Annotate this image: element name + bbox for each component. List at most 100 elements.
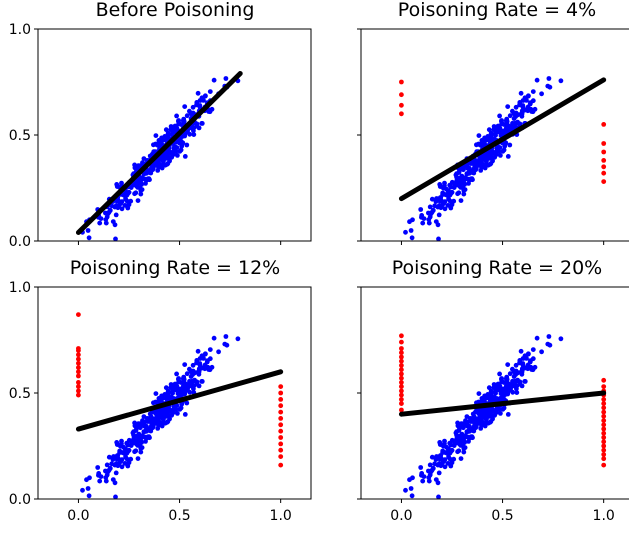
clean-point — [403, 487, 408, 493]
clean-point — [442, 180, 447, 186]
clean-point — [418, 207, 424, 212]
clean-point — [461, 446, 467, 451]
poison-point — [601, 443, 607, 449]
clean-point — [170, 384, 176, 390]
clean-point — [461, 188, 467, 193]
clean-point — [107, 465, 113, 471]
poison-point — [76, 365, 81, 370]
clean-point — [103, 220, 109, 226]
clean-point — [475, 421, 481, 426]
clean-point — [466, 439, 471, 444]
clean-point — [499, 120, 505, 126]
clean-point — [503, 118, 509, 124]
clean-point — [430, 207, 436, 213]
clean-point — [182, 362, 188, 367]
clean-point — [138, 188, 144, 193]
clean-point — [207, 89, 213, 94]
clean-point — [132, 420, 138, 426]
clean-point — [143, 181, 148, 186]
poison-point — [76, 360, 81, 366]
clean-point — [191, 132, 197, 138]
clean-point — [158, 407, 164, 413]
subplot-rate-20: Poisoning Rate = 20% 0.0 0.5 1.0 — [357, 257, 629, 524]
clean-points — [80, 334, 241, 500]
clean-point — [151, 149, 157, 155]
clean-point — [135, 456, 141, 461]
clean-point — [510, 366, 515, 372]
clean-point — [235, 336, 241, 342]
clean-point — [153, 391, 159, 396]
clean-point — [447, 450, 453, 456]
clean-point — [182, 132, 188, 137]
clean-point — [521, 108, 527, 113]
poison-point — [601, 409, 607, 415]
clean-point — [114, 199, 120, 204]
clean-point — [187, 131, 193, 137]
poison-point — [601, 456, 607, 462]
clean-point — [461, 191, 467, 197]
poison-point — [399, 388, 404, 394]
clean-point — [534, 77, 540, 83]
poison-point — [76, 392, 81, 398]
clean-point — [512, 379, 518, 384]
clean-point — [113, 494, 118, 500]
clean-point — [534, 335, 540, 341]
clean-point — [182, 390, 188, 395]
clean-point — [456, 190, 462, 196]
clean-point — [493, 126, 499, 132]
clean-point — [433, 219, 439, 225]
clean-point — [546, 76, 552, 81]
clean-point — [147, 435, 152, 441]
poison-point — [601, 149, 607, 155]
clean-point — [223, 334, 229, 339]
poison-point — [399, 111, 404, 117]
clean-point — [189, 125, 195, 130]
clean-point — [111, 454, 116, 459]
poison-point — [278, 384, 284, 389]
clean-point — [201, 356, 206, 361]
clean-point — [154, 142, 160, 148]
clean-point — [190, 368, 196, 374]
clean-point — [517, 359, 523, 365]
poison-point — [278, 441, 284, 447]
clean-point — [113, 203, 119, 209]
clean-point — [441, 459, 447, 464]
clean-point — [420, 478, 426, 484]
clean-point — [169, 131, 175, 137]
clean-point — [466, 181, 471, 186]
clean-points — [80, 76, 241, 242]
clean-point — [118, 459, 124, 464]
clean-point — [211, 335, 217, 341]
poison-point — [278, 409, 284, 415]
clean-point — [408, 486, 414, 491]
clean-point — [458, 198, 464, 204]
poison-point — [601, 179, 607, 185]
clean-point — [132, 162, 138, 168]
poison-point — [601, 141, 607, 146]
clean-point — [530, 347, 536, 352]
clean-points — [403, 334, 564, 500]
clean-point — [151, 400, 156, 406]
y-tick-label: 1.0 — [9, 280, 31, 296]
clean-point — [113, 236, 118, 242]
clean-point — [558, 336, 564, 342]
clean-point — [131, 429, 137, 434]
clean-point — [501, 147, 507, 153]
clean-point — [149, 166, 154, 172]
clean-point — [426, 220, 432, 226]
clean-point — [456, 440, 461, 446]
poison-point — [76, 352, 81, 358]
poison-point — [278, 428, 284, 434]
poison-point — [601, 158, 607, 163]
clean-point — [169, 412, 175, 418]
clean-point — [184, 142, 190, 148]
clean-point — [187, 108, 192, 114]
poison-point — [399, 397, 404, 402]
poison-point — [601, 439, 607, 445]
clean-point — [143, 169, 149, 175]
poison-point — [601, 377, 607, 383]
clean-point — [446, 188, 451, 194]
clean-point — [487, 419, 493, 425]
clean-point — [524, 98, 529, 103]
clean-point — [513, 362, 519, 368]
